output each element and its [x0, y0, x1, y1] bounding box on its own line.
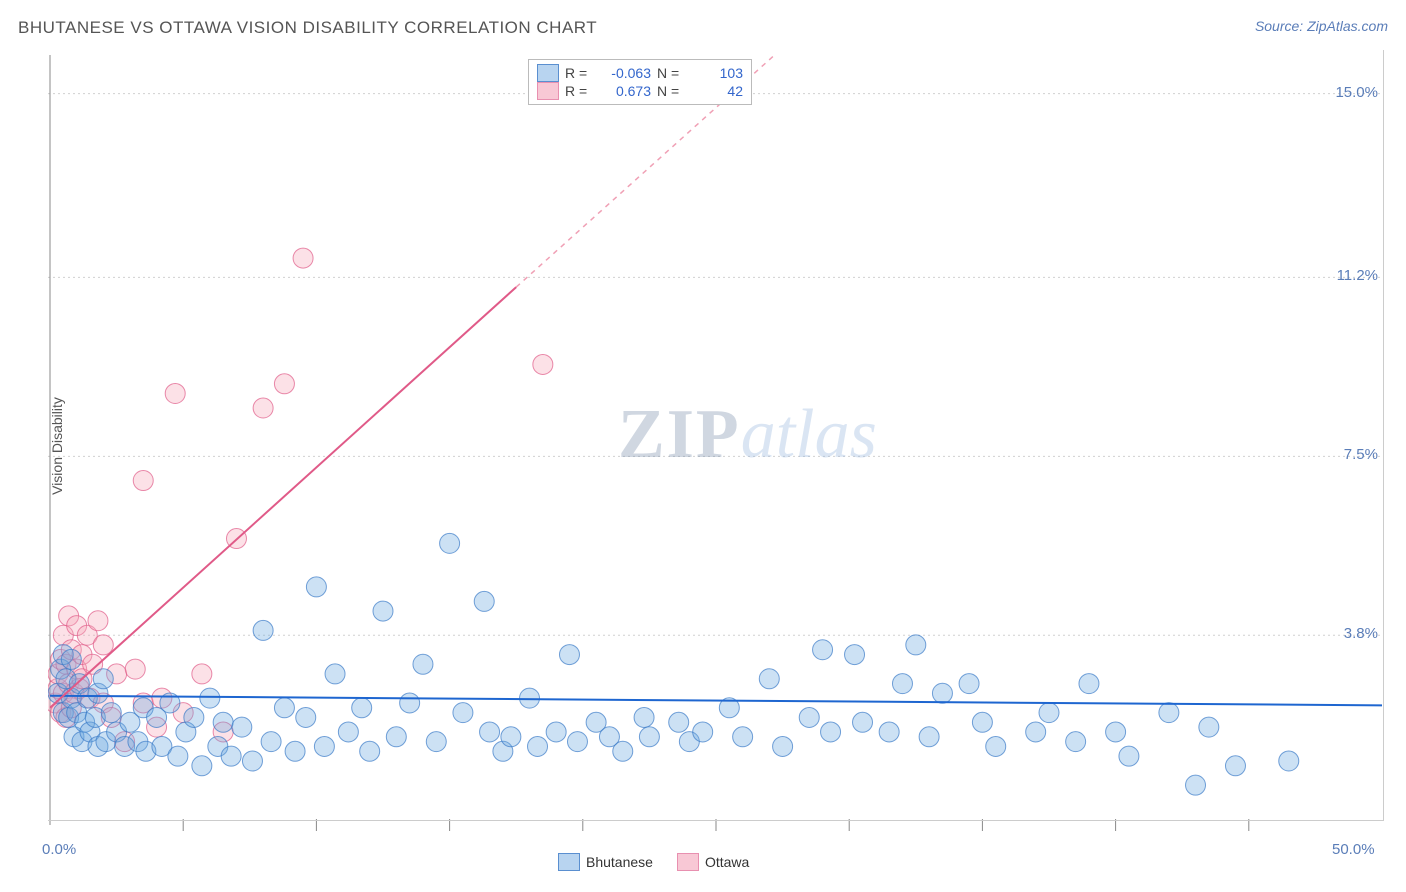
stats-row-ottawa: R = 0.673 N = 42: [537, 82, 743, 100]
series-legend: Bhutanese Ottawa: [558, 853, 749, 871]
n-label: N =: [657, 83, 687, 99]
y-tick-label: 11.2%: [1337, 267, 1378, 284]
legend-swatch-ottawa: [537, 82, 559, 100]
y-tick-label: 7.5%: [1344, 446, 1378, 463]
stats-row-bhutanese: R = -0.063 N = 103: [537, 64, 743, 82]
n-value-bhutanese: 103: [693, 65, 743, 81]
legend-label-ottawa: Ottawa: [705, 854, 749, 870]
legend-swatch-bhutanese-icon: [558, 853, 580, 871]
r-label: R =: [565, 83, 595, 99]
legend-swatch-ottawa-icon: [677, 853, 699, 871]
n-value-ottawa: 42: [693, 83, 743, 99]
r-value-ottawa: 0.673: [601, 83, 651, 99]
stats-legend: R = -0.063 N = 103 R = 0.673 N = 42: [528, 59, 752, 105]
source-attribution: Source: ZipAtlas.com: [1255, 18, 1388, 34]
chart-area: ZIPatlas R = -0.063 N = 103 R = 0.673 N …: [48, 55, 1386, 825]
legend-label-bhutanese: Bhutanese: [586, 854, 653, 870]
legend-item-ottawa: Ottawa: [677, 853, 749, 871]
x-tick-label: 50.0%: [1332, 841, 1375, 858]
y-tick-label: 15.0%: [1335, 84, 1378, 101]
scatter-plot-svg: [48, 55, 1384, 855]
chart-title: BHUTANESE VS OTTAWA VISION DISABILITY CO…: [18, 18, 597, 38]
y-tick-label: 3.8%: [1344, 625, 1378, 642]
r-value-bhutanese: -0.063: [601, 65, 651, 81]
n-label: N =: [657, 65, 687, 81]
r-label: R =: [565, 65, 595, 81]
x-tick-label: 0.0%: [42, 841, 76, 858]
legend-swatch-bhutanese: [537, 64, 559, 82]
legend-item-bhutanese: Bhutanese: [558, 853, 653, 871]
